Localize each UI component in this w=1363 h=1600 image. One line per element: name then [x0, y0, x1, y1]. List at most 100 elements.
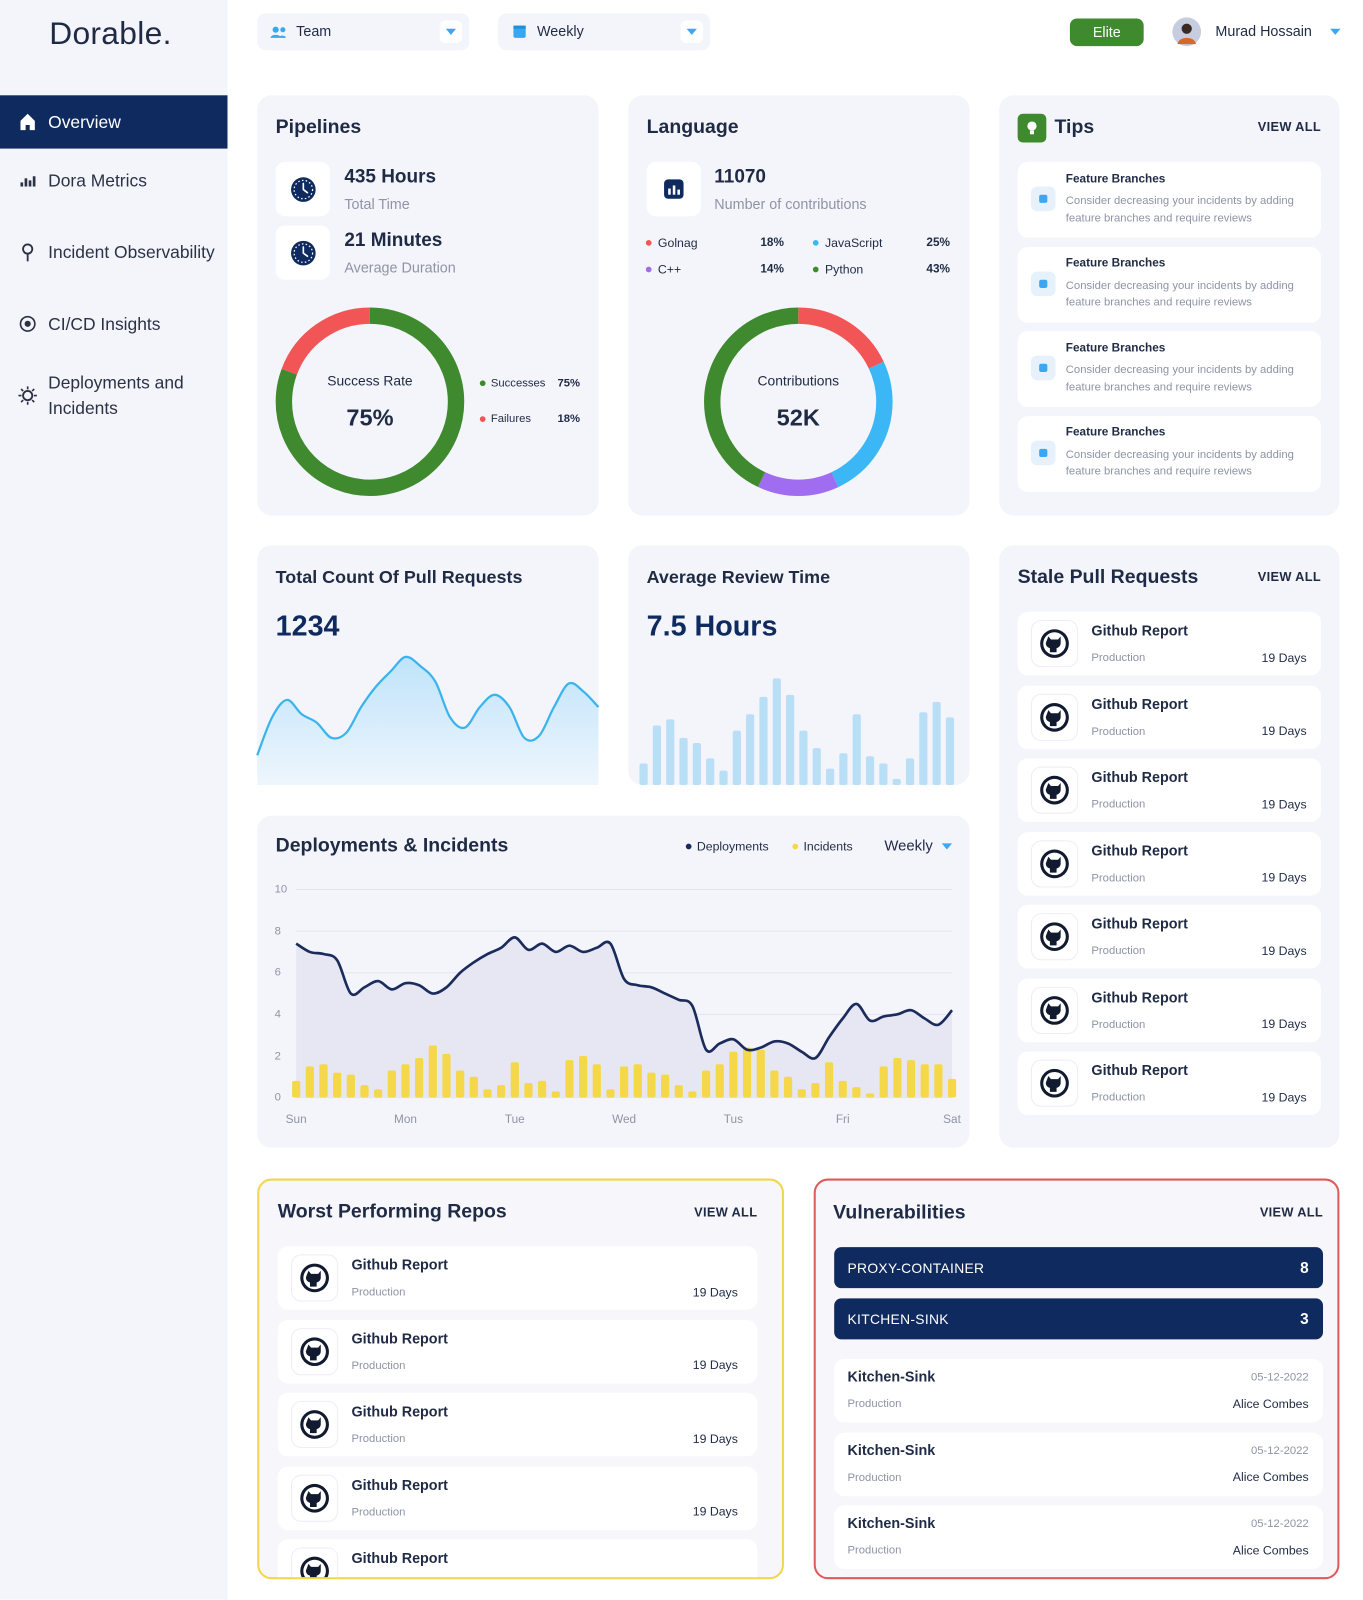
incident-bar [401, 1064, 410, 1098]
incident-bar [934, 1064, 943, 1098]
bar [719, 770, 728, 785]
repo-item[interactable] [277, 1392, 758, 1457]
bar-chart [639, 678, 955, 785]
nav-item[interactable]: Deployments and Incidents [48, 373, 184, 419]
repo-title: Github Report [1091, 988, 1188, 1006]
select[interactable] [257, 13, 470, 51]
card-title: Pipelines [275, 117, 362, 139]
user-name[interactable]: Murad Hossain [1215, 22, 1312, 40]
repo-title: Github Report [351, 1549, 448, 1567]
arrow-shape [941, 843, 953, 850]
view-all-link[interactable]: VIEW ALL [694, 1205, 758, 1220]
x-tick-label: Sun [285, 1113, 307, 1127]
team-icon [272, 26, 279, 33]
incident-bar [633, 1064, 642, 1098]
area-fill [257, 656, 599, 785]
bars-icon [32, 176, 36, 187]
view-all-link[interactable]: VIEW ALL [1257, 120, 1321, 135]
nav-icon [18, 386, 37, 405]
area-line [256, 655, 600, 756]
select-icon [270, 26, 286, 38]
incident-bar [606, 1089, 615, 1098]
legend-dot [645, 266, 652, 273]
view-all-link[interactable]: VIEW ALL [1257, 570, 1321, 585]
tip-item[interactable] [1017, 331, 1321, 407]
plan-label[interactable]: Elite [1092, 23, 1121, 40]
repo-title: Github Report [351, 1403, 448, 1420]
item-owner: Alice Combes [1232, 1396, 1309, 1411]
sidebar [0, 0, 228, 1600]
bar [652, 725, 661, 785]
legend-dot [812, 266, 819, 273]
incident-bar [592, 1064, 601, 1098]
github-icon [300, 1556, 329, 1578]
select-label[interactable]: Team [296, 22, 332, 40]
incident-bar [579, 1055, 588, 1098]
bar [919, 712, 928, 785]
period-select[interactable]: Weekly [884, 838, 933, 855]
vulnerability-group[interactable] [834, 1298, 1324, 1340]
plan-badge[interactable] [1069, 18, 1144, 47]
arrow-shape [686, 28, 697, 35]
nav-item[interactable]: Overview [48, 112, 121, 132]
github-cat [1045, 1002, 1061, 1019]
vulnerability-item[interactable] [834, 1358, 1324, 1423]
card-title: Language [646, 117, 739, 139]
vulnerability-item[interactable] [834, 1505, 1324, 1569]
nav-item[interactable]: CI/CD Insights [48, 314, 161, 334]
legend-dot [812, 266, 819, 273]
bar [892, 778, 901, 785]
legend-dot [479, 416, 486, 423]
donut-chart [275, 307, 465, 497]
tip-item[interactable] [1017, 415, 1321, 492]
incident-bar [620, 1066, 629, 1098]
incident-bar [510, 1062, 519, 1098]
repo-item[interactable] [277, 1539, 758, 1578]
group-count: 3 [1300, 1310, 1309, 1328]
github-cat [1045, 636, 1061, 653]
x-tick-label: Fri [835, 1113, 850, 1127]
tip-icon-dot [1039, 194, 1048, 203]
card-title: Stale Pull Requests [1017, 566, 1199, 589]
tips-icon [1017, 113, 1047, 143]
y-tick-label: 6 [274, 966, 281, 980]
bulb-base [1029, 130, 1035, 135]
item-owner: Alice Combes [1232, 1542, 1309, 1558]
vulnerability-group[interactable] [834, 1247, 1324, 1289]
incident-bar [824, 1062, 834, 1098]
legend-value: 43% [926, 263, 950, 276]
select-icon [513, 25, 526, 38]
nav-item[interactable]: Incident Observability [48, 242, 215, 262]
avatar-head [1181, 23, 1192, 34]
logo: Dorable. [49, 15, 172, 51]
legend-label: Golnag [657, 235, 698, 250]
tip-item[interactable] [1017, 246, 1321, 323]
nav-active-bg[interactable] [0, 95, 228, 149]
nav-item[interactable]: Dora Metrics [48, 170, 147, 191]
item-date: 05-12-2022 [1250, 1444, 1309, 1457]
view-all-link[interactable]: VIEW ALL [1259, 1205, 1324, 1220]
select[interactable] [498, 13, 711, 51]
select-label[interactable]: Weekly [536, 22, 584, 40]
repo-item[interactable] [277, 1465, 758, 1530]
legend-label: Successes [490, 377, 546, 390]
github-icon [1040, 849, 1069, 878]
nav-icon [22, 243, 34, 262]
donut-segment [704, 307, 893, 497]
repo-age: 19 Days [1261, 1089, 1307, 1105]
repo-item[interactable] [277, 1319, 758, 1383]
area-chart [256, 655, 600, 785]
donut-segment [704, 307, 893, 497]
legend-dot [479, 380, 486, 387]
vulnerability-item[interactable] [834, 1432, 1324, 1496]
bar [812, 748, 821, 785]
group-name: KITCHEN-SINK [847, 1311, 949, 1327]
repo-title: Github Report [351, 1476, 448, 1493]
incident-bar [729, 1051, 738, 1098]
stat-label: Average Duration [344, 259, 456, 276]
incident-bar [442, 1053, 451, 1098]
contrib-icon-bar [672, 185, 676, 195]
repo-item[interactable] [277, 1246, 758, 1310]
tip-item[interactable] [1017, 161, 1321, 238]
group-count: 8 [1300, 1259, 1309, 1277]
